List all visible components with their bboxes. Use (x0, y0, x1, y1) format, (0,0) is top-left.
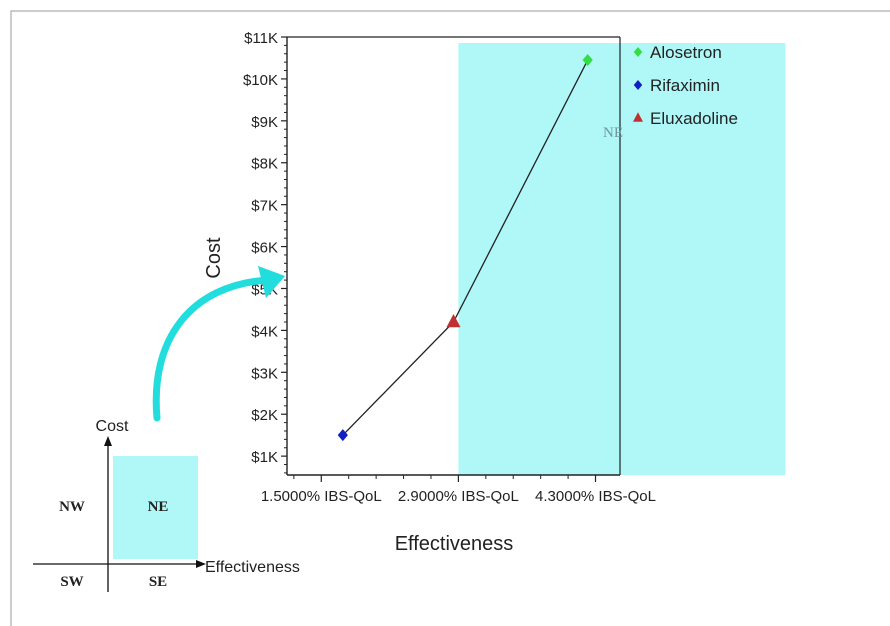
y-tick-label: $10K (243, 72, 278, 89)
point-alosetron (582, 54, 593, 67)
y-tick-label: $1K (251, 449, 278, 466)
legend-label: Rifaximin (650, 76, 720, 95)
x-tick-label: 1.5000% IBS-QoL (261, 488, 382, 505)
y-tick-label: $11K (244, 30, 278, 47)
y-tick-label: $2K (251, 407, 278, 424)
legend-marker-eluxadoline (633, 112, 643, 122)
inset-x-arrow-icon (196, 560, 206, 568)
legend-label: Eluxadoline (650, 109, 738, 128)
inset-y-arrow-icon (104, 436, 112, 446)
x-ticks: 1.5000% IBS-QoL 2.9000% IBS-QoL 4.3000% IB… (261, 475, 656, 505)
ne-region-label: NE (603, 125, 623, 141)
y-tick-label: $9K (251, 114, 278, 131)
ne-region (458, 43, 786, 475)
y-ticks: $1K$2K$3K$4K$5K$6K$7K$8K$9K$10K$11K (243, 30, 287, 474)
x-tick-label: 4.3000% IBS-QoL (535, 488, 656, 505)
legend-label: Alosetron (650, 43, 722, 62)
inset-sw-label: SW (60, 574, 83, 590)
bottom-crop (12, 592, 312, 626)
inset-ne-box (113, 456, 198, 559)
legend-marker-alosetron (633, 47, 643, 57)
y-tick-label: $6K (251, 240, 278, 257)
legend-marker-rifaximin (633, 80, 643, 90)
y-tick-label: $8K (251, 156, 278, 173)
inset-nw-label: NW (59, 499, 85, 515)
point-rifaximin (337, 429, 348, 442)
figure-border (10, 10, 890, 626)
y-axis-title: Cost (203, 237, 225, 279)
legend: Alosetron Rifaximin Eluxadoline (633, 43, 738, 128)
inset-effectiveness-label: Effectiveness (205, 559, 300, 576)
inset-cost-label: Cost (96, 418, 129, 435)
data-points (337, 54, 593, 442)
y-tick-label: $7K (251, 198, 278, 215)
inset-se-label: SE (149, 574, 167, 590)
curved-arrow-head-icon (258, 266, 285, 298)
x-axis-title: Effectiveness (395, 533, 514, 555)
y-tick-label: $4K (251, 323, 278, 340)
point-eluxadoline (446, 313, 461, 328)
quadrant-inset: Cost Effectiveness NW NE SW SE (33, 418, 300, 600)
x-tick-label: 2.9000% IBS-QoL (398, 488, 519, 505)
curved-arrow (152, 276, 272, 422)
inset-ne-label: NE (148, 499, 169, 515)
y-tick-label: $3K (251, 365, 278, 382)
